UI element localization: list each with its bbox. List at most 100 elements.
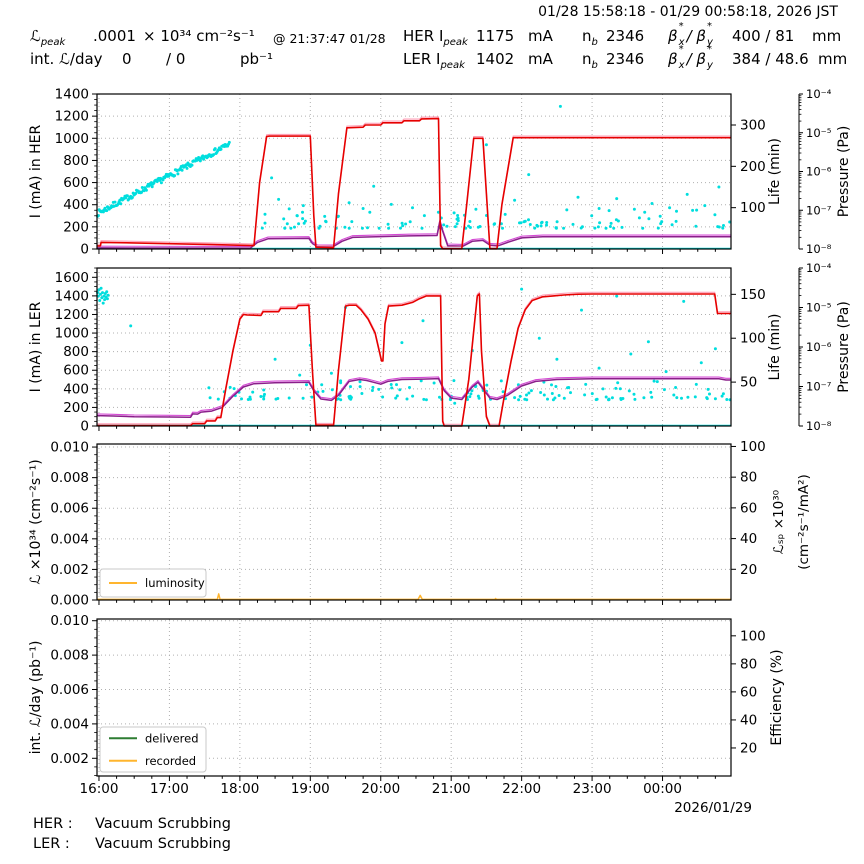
dot — [616, 381, 620, 385]
dot — [301, 210, 304, 214]
her-beta-label: β * x / β * y — [668, 21, 713, 48]
her-ipeak-unit: mA — [528, 27, 553, 45]
y-left-axis-title: ℒ ×10³⁴ (cm⁻²s⁻¹) — [28, 459, 44, 584]
dot — [604, 226, 608, 230]
y-tick-label: 800 — [63, 153, 89, 169]
dot — [713, 347, 717, 351]
dot — [647, 217, 651, 221]
dot — [637, 216, 641, 220]
dot — [240, 397, 243, 401]
y-tick-label: 0.010 — [50, 440, 89, 456]
legend-label-luminosity: luminosity — [145, 576, 205, 590]
dot — [411, 394, 415, 398]
y-right-axis-title-line2: (cm⁻²s⁻¹/mA²) — [796, 474, 812, 570]
lpeak-symbol: ℒpeak — [30, 27, 65, 48]
y-right-tick-label: 20 — [740, 740, 757, 756]
dot — [580, 308, 583, 312]
dot — [305, 383, 308, 387]
pressure-tick-label: 10⁻⁶ — [806, 165, 832, 179]
ler-ipeak-value: 1402 — [476, 50, 515, 68]
dot — [372, 184, 376, 188]
dot — [125, 194, 129, 198]
dot — [130, 196, 134, 199]
dot — [105, 290, 109, 294]
int-lum-slash-value: / 0 — [166, 50, 186, 68]
dot — [302, 221, 306, 225]
plot-frame — [96, 93, 732, 250]
dot — [98, 292, 102, 296]
dot — [185, 166, 189, 170]
dot — [562, 226, 566, 230]
dot — [686, 395, 690, 399]
y-tick-label: 1000 — [55, 131, 89, 147]
dot — [262, 397, 266, 401]
y-tick-label: 1200 — [55, 109, 89, 125]
dot — [436, 210, 440, 214]
panel-integrated: 0.002 0.004 0.006 0.008 0.010 20 40 60 80 100 int.… — [28, 613, 785, 816]
dot — [176, 172, 180, 176]
dot — [545, 223, 548, 227]
dot — [546, 397, 549, 401]
y-tick-label: 0.008 — [50, 648, 89, 664]
dot — [97, 288, 101, 292]
y-tick-label: 0 — [80, 242, 89, 258]
x-tick-label: 00:00 — [643, 781, 682, 797]
x-tick-label: 17:00 — [150, 781, 189, 797]
y-tick-label: 0.002 — [50, 751, 89, 767]
dot — [285, 222, 289, 226]
y-right-tick-label: 100 — [740, 331, 766, 347]
y-right-tick-label: 100 — [740, 200, 766, 216]
dot — [405, 397, 409, 401]
dot — [320, 383, 324, 387]
dot — [360, 226, 364, 230]
dot — [571, 222, 575, 226]
dot — [695, 208, 699, 212]
dot — [674, 386, 678, 389]
dot — [103, 206, 107, 210]
dot — [649, 390, 653, 394]
dot — [474, 207, 478, 211]
y-tick-label: 0.006 — [50, 501, 89, 517]
dot — [347, 395, 351, 399]
date-range: 01/28 15:58:18 - 01/29 00:58:18, 2026 JS… — [538, 4, 838, 20]
dot — [703, 204, 707, 208]
dot — [722, 224, 725, 227]
dot — [303, 219, 307, 223]
dot — [408, 386, 411, 389]
y-right-tick-label: 150 — [740, 287, 766, 303]
ler-ipeak-unit: mA — [528, 50, 553, 68]
dot — [113, 200, 117, 204]
dot — [293, 225, 296, 229]
dot — [101, 301, 105, 305]
dot — [377, 387, 381, 391]
dot — [558, 104, 562, 108]
dot — [658, 214, 662, 218]
dot — [612, 226, 616, 230]
dot — [717, 185, 721, 189]
dot — [536, 224, 540, 228]
dot — [395, 383, 398, 387]
dot — [545, 221, 549, 224]
dot — [377, 226, 381, 230]
dot — [455, 217, 459, 221]
dot — [100, 296, 104, 300]
dot — [717, 225, 721, 229]
dot — [310, 395, 314, 399]
dot — [614, 386, 618, 390]
dot — [499, 379, 503, 383]
legend-label-delivered: delivered — [145, 731, 199, 745]
dot — [513, 396, 517, 400]
dot — [395, 394, 399, 398]
dot — [180, 168, 184, 172]
dot — [607, 209, 611, 213]
dot — [232, 387, 236, 391]
luminosity-trace — [96, 593, 731, 601]
dot — [537, 336, 541, 340]
x-tick-label: 19:00 — [291, 781, 330, 797]
dot — [456, 214, 460, 217]
dot — [555, 220, 559, 224]
dot — [721, 226, 725, 230]
dot — [662, 388, 666, 392]
dot — [725, 398, 729, 401]
